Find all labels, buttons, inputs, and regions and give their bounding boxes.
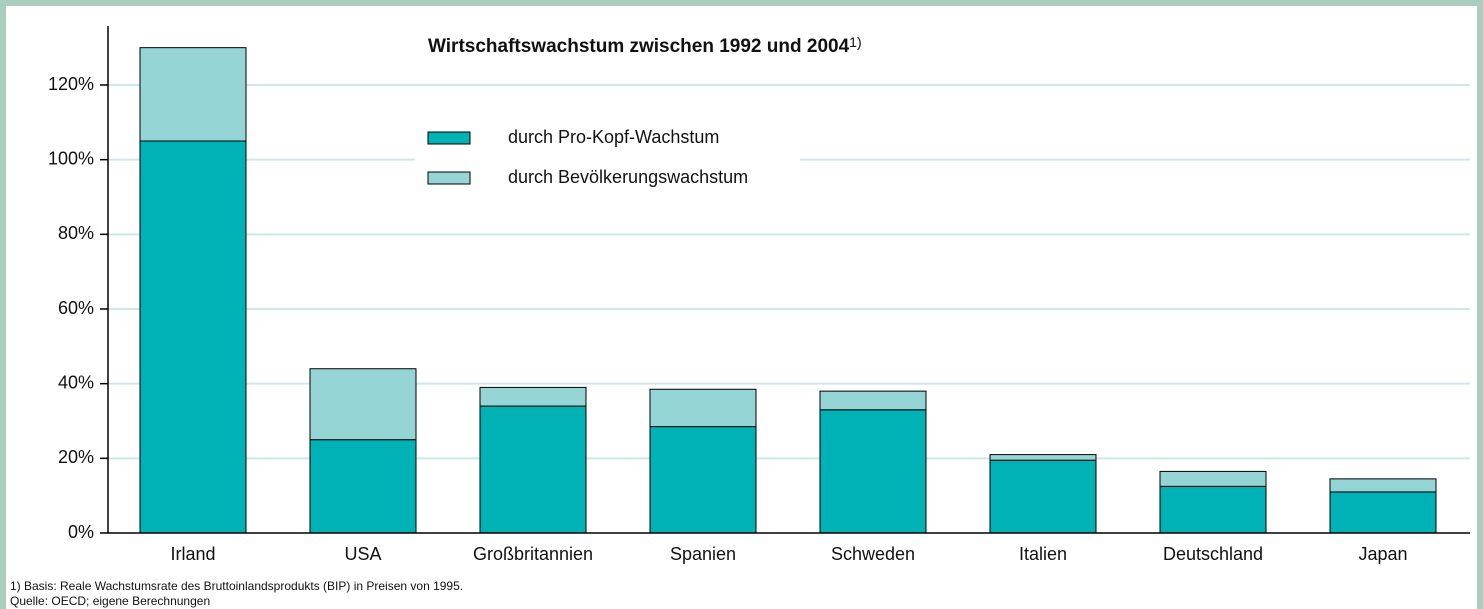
y-tick-label: 100% <box>48 148 94 168</box>
x-tick-label: USA <box>344 544 381 564</box>
bar-segment <box>1329 491 1437 534</box>
x-tick-label: Italien <box>1019 544 1067 564</box>
x-tick-label: Japan <box>1358 544 1407 564</box>
bar-segment <box>1329 478 1437 493</box>
bar-segment <box>989 454 1097 461</box>
y-tick-label: 120% <box>48 74 94 94</box>
bar-segment <box>649 426 757 534</box>
bar-segment <box>479 386 587 407</box>
y-tick-label: 0% <box>68 522 94 542</box>
y-tick-label: 40% <box>58 372 94 392</box>
x-tick-label: Irland <box>170 544 215 564</box>
bar-segment <box>139 47 247 142</box>
footnote: Quelle: OECD; eigene Berechnungen <box>10 594 210 608</box>
legend-swatch <box>427 131 471 145</box>
y-tick-label: 20% <box>58 447 94 467</box>
x-tick-label: Deutschland <box>1163 544 1263 564</box>
title-text: Wirtschaftswachstum zwischen 1992 und 20… <box>428 36 850 57</box>
x-tick-label: Spanien <box>670 544 736 564</box>
bar-segment <box>1159 470 1267 487</box>
title-footnote-mark: 1) <box>849 34 861 50</box>
bar-segment <box>819 390 927 411</box>
legend-label: durch Pro-Kopf-Wachstum <box>508 127 719 147</box>
chart-title: Wirtschaftswachstum zwischen 1992 und 20… <box>428 34 862 57</box>
x-tick-label: Schweden <box>831 544 915 564</box>
bar-segment <box>479 405 587 534</box>
legend-swatch <box>427 171 471 185</box>
bar-segment <box>649 388 757 428</box>
y-tick-label: 60% <box>58 298 94 318</box>
bar-segment <box>819 409 927 534</box>
bar-segment <box>139 140 247 534</box>
legend-label: durch Bevölkerungswachstum <box>508 167 748 187</box>
legend-background <box>415 118 800 198</box>
footnote: 1) Basis: Reale Wachstumsrate des Brutto… <box>10 579 463 593</box>
y-tick-label: 80% <box>58 223 94 243</box>
x-tick-label: Großbritannien <box>473 544 593 564</box>
bar-segment <box>989 459 1097 534</box>
bar-segment <box>309 368 417 441</box>
bar-segment <box>1159 485 1267 534</box>
bar-segment <box>309 439 417 534</box>
